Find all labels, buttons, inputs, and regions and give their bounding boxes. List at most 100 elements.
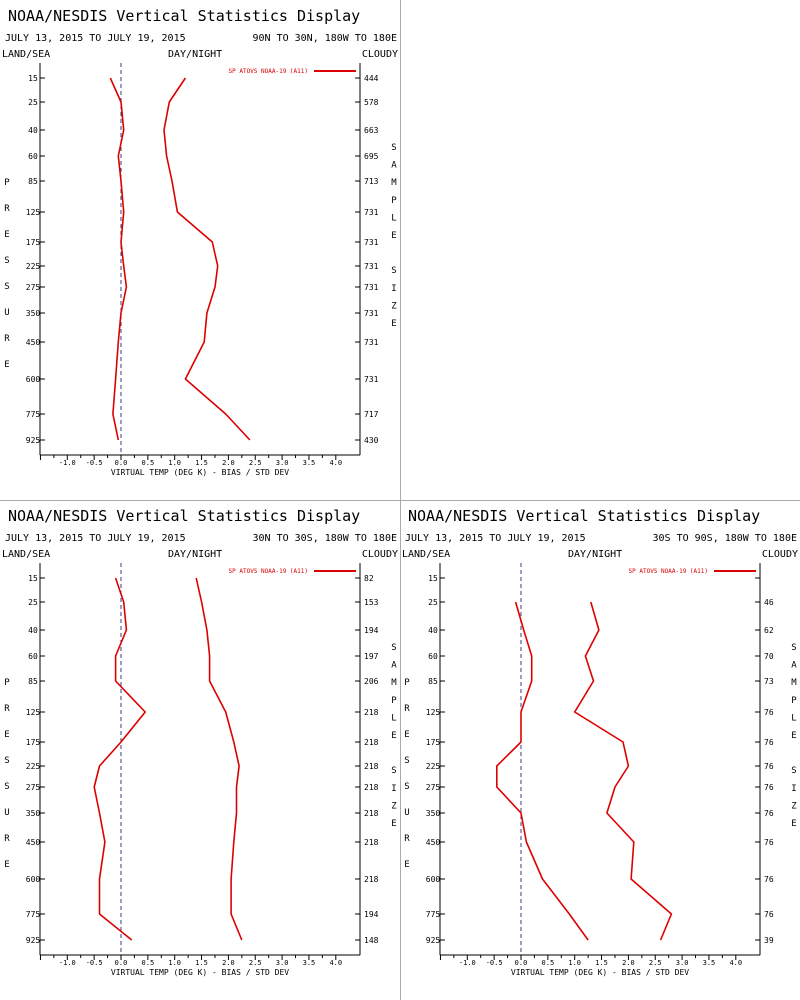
y2-axis-title-letter: E [391, 231, 396, 241]
x-tick-label: 1.0 [168, 459, 181, 467]
x-tick-label: 1.0 [168, 959, 181, 967]
series-line-bias [496, 601, 589, 941]
y2-axis-title-letter: L [791, 713, 796, 723]
sample-size-label: 70 [764, 652, 774, 661]
sample-size-label: 73 [764, 677, 774, 686]
pressure-level-label: 275 [426, 783, 441, 792]
pressure-level-label: 225 [426, 762, 441, 771]
y-axis-title-letter: E [4, 730, 9, 740]
y2-axis-title-letter: M [791, 678, 797, 688]
y2-axis-title-letter: S [791, 766, 796, 776]
y-axis-title-letter: S [4, 756, 9, 766]
y-axis-title-letter: E [404, 860, 409, 870]
sample-size-label: 731 [364, 309, 379, 318]
pressure-level-label: 350 [426, 809, 441, 818]
filter-cloudy: CLOUDY [362, 49, 398, 60]
sample-size-label: 194 [364, 910, 379, 919]
legend-label: SP ATOVS NOAA-19 (A11) [629, 568, 708, 575]
x-tick-label: 3.0 [276, 459, 289, 467]
chart-title: NOAA/NESDIS Vertical Statistics Display [8, 507, 360, 525]
pressure-level-label: 450 [426, 838, 441, 847]
sample-size-label: 731 [364, 375, 379, 384]
y-axis-title-letter: S [4, 782, 9, 792]
sample-size-label: 218 [364, 762, 379, 771]
y-axis-title-letter: P [4, 678, 10, 688]
y-axis-title-letter: S [404, 756, 409, 766]
x-tick-label: 0.0 [115, 959, 128, 967]
x-tick-label: 2.0 [622, 959, 635, 967]
x-tick-label: 1.5 [195, 959, 208, 967]
pressure-level-label: 60 [28, 652, 38, 661]
sample-size-label: 46 [764, 598, 774, 607]
pressure-level-label: 450 [26, 838, 41, 847]
x-tick-label: 4.0 [329, 459, 342, 467]
x-tick-label: -0.5 [486, 959, 503, 967]
chart-svg: NOAA/NESDIS Vertical Statistics Display J… [2, 7, 398, 477]
sample-size-label: 148 [364, 936, 379, 945]
x-tick-label: 2.5 [249, 459, 262, 467]
x-tick-label: 3.0 [676, 959, 689, 967]
sample-size-label: 695 [364, 152, 379, 161]
pressure-level-label: 40 [28, 126, 38, 135]
x-tick-label: 0.5 [142, 959, 155, 967]
y2-axis-title-letter: L [391, 713, 396, 723]
filter-cloudy: CLOUDY [362, 549, 398, 560]
filter-land-sea: LAND/SEA [2, 49, 50, 60]
y2-axis-title-letter: E [391, 819, 396, 829]
sample-size-label: 731 [364, 283, 379, 292]
pressure-level-label: 600 [426, 875, 441, 884]
x-tick-label: -1.0 [59, 959, 76, 967]
y2-axis-title-letter: P [391, 196, 397, 206]
y-axis-title-letter: E [4, 360, 9, 370]
sample-size-label: 62 [764, 626, 774, 635]
y2-axis-title-letter: S [391, 143, 396, 153]
pressure-level-label: 600 [26, 375, 41, 384]
y-axis-title-letter: U [404, 808, 409, 818]
pressure-level-label: 225 [26, 262, 41, 271]
pressure-level-label: 25 [28, 598, 38, 607]
y-axis-title-letter: E [404, 730, 409, 740]
x-tick-label: 2.0 [222, 459, 235, 467]
sample-size-label: 39 [764, 936, 774, 945]
y2-axis-title-letter: E [391, 731, 396, 741]
pressure-level-label: 175 [26, 738, 41, 747]
y-axis-title-letter: U [4, 808, 9, 818]
sample-size-label: 76 [764, 875, 774, 884]
y-axis-title-letter: P [4, 178, 10, 188]
pressure-level-label: 450 [26, 338, 41, 347]
pressure-level-label: 775 [426, 910, 441, 919]
date-range: JULY 13, 2015 TO JULY 19, 2015 [5, 33, 186, 44]
chart-title: NOAA/NESDIS Vertical Statistics Display [408, 507, 760, 525]
chart-svg: NOAA/NESDIS Vertical Statistics Display J… [2, 507, 398, 977]
y-axis-title-letter: R [4, 334, 10, 344]
series-line-bias [109, 77, 128, 441]
chart-svg: NOAA/NESDIS Vertical Statistics Display J… [402, 507, 798, 977]
sample-size-label: 76 [764, 762, 774, 771]
pressure-level-label: 40 [28, 626, 38, 635]
y2-axis-title-letter: A [791, 661, 797, 671]
y2-axis-title-letter: P [391, 696, 397, 706]
sample-size-label: 731 [364, 262, 379, 271]
pressure-level-label: 775 [26, 410, 41, 419]
filter-land-sea: LAND/SEA [2, 549, 50, 560]
pressure-level-label: 225 [26, 762, 41, 771]
pressure-level-label: 15 [428, 574, 438, 583]
y-axis-title-letter: E [4, 230, 9, 240]
sample-size-label: 713 [364, 177, 379, 186]
y2-axis-title-letter: Z [391, 801, 397, 811]
filter-land-sea: LAND/SEA [402, 549, 450, 560]
sample-size-label: 76 [764, 738, 774, 747]
pressure-level-label: 85 [28, 677, 38, 686]
sample-size-label: 153 [364, 598, 379, 607]
x-tick-label: 0.0 [115, 459, 128, 467]
pressure-level-label: 350 [26, 309, 41, 318]
pressure-level-label: 925 [26, 436, 41, 445]
pressure-level-label: 60 [428, 652, 438, 661]
x-tick-label: 1.0 [568, 959, 581, 967]
sample-size-label: 578 [364, 98, 379, 107]
chart-title: NOAA/NESDIS Vertical Statistics Display [8, 7, 360, 25]
sample-size-label: 218 [364, 738, 379, 747]
pressure-level-label: 125 [26, 708, 41, 717]
x-tick-label: 4.0 [729, 959, 742, 967]
y-axis-title-letter: R [404, 834, 410, 844]
